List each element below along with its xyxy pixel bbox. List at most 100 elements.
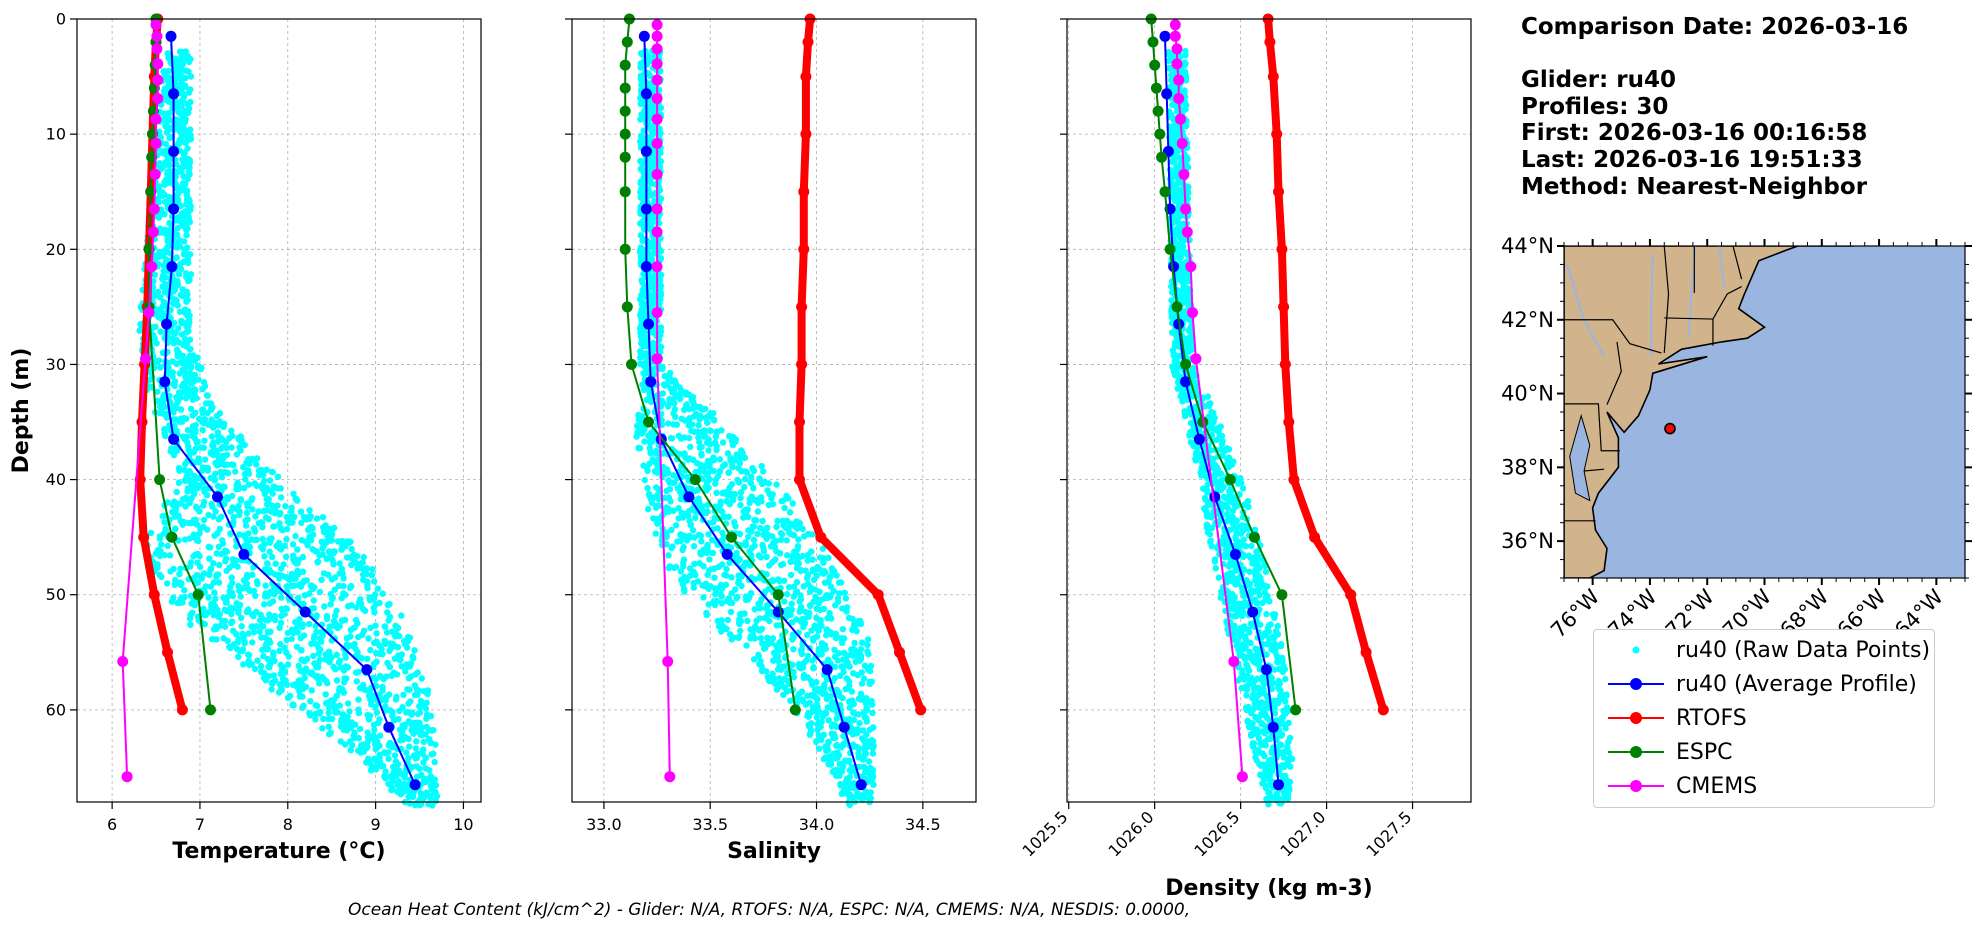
series-point	[212, 491, 223, 503]
raw-data-point	[790, 646, 797, 653]
series-point	[151, 30, 163, 42]
raw-data-point	[186, 499, 193, 507]
raw-data-point	[418, 675, 425, 682]
raw-data-point	[228, 444, 235, 451]
series-point	[621, 36, 633, 48]
raw-data-point	[378, 646, 385, 653]
raw-data-point	[698, 452, 705, 459]
raw-data-point	[364, 584, 371, 592]
raw-data-point	[157, 328, 164, 335]
raw-data-point	[259, 519, 266, 526]
raw-data-point	[709, 536, 716, 544]
raw-data-point	[235, 436, 243, 443]
raw-data-point	[290, 490, 297, 498]
raw-data-point	[836, 772, 843, 779]
series-point	[651, 58, 663, 70]
raw-data-point	[264, 645, 272, 653]
y-axis-label: Depth (m)	[9, 348, 34, 474]
raw-data-point	[396, 790, 404, 797]
raw-data-point	[178, 133, 185, 140]
raw-data-point	[155, 548, 162, 556]
raw-data-point	[227, 644, 234, 652]
raw-data-point	[307, 712, 314, 719]
raw-data-point	[331, 586, 338, 593]
series-point	[621, 301, 633, 313]
raw-data-point	[394, 781, 402, 789]
series-point	[161, 318, 173, 330]
raw-data-point	[1179, 260, 1187, 268]
raw-data-point	[217, 468, 224, 476]
raw-data-point	[181, 335, 189, 343]
raw-data-point	[809, 657, 816, 664]
raw-data-point	[372, 676, 379, 683]
series-point	[651, 307, 663, 319]
raw-data-point	[737, 627, 744, 635]
raw-data-point	[316, 680, 323, 687]
raw-data-point	[412, 671, 419, 678]
raw-data-point	[776, 647, 783, 654]
raw-data-point	[233, 543, 240, 550]
raw-data-point	[266, 548, 273, 555]
raw-data-point	[222, 599, 230, 606]
raw-data-point	[636, 445, 644, 452]
raw-data-point	[833, 572, 840, 579]
series-point	[651, 30, 663, 42]
series-point	[299, 606, 311, 618]
raw-data-cloud	[633, 47, 877, 808]
raw-data-point	[203, 492, 211, 499]
series-point	[651, 226, 663, 238]
raw-data-point	[197, 444, 204, 451]
raw-data-point	[162, 528, 169, 535]
raw-data-point	[831, 674, 838, 682]
raw-data-point	[427, 792, 434, 800]
raw-data-point	[254, 580, 261, 588]
raw-data-point	[297, 634, 304, 642]
raw-data-point	[398, 732, 406, 739]
raw-data-point	[382, 640, 389, 647]
raw-data-point	[286, 576, 293, 583]
series-point	[149, 168, 161, 180]
raw-data-point	[173, 336, 180, 343]
raw-data-point	[381, 623, 389, 630]
raw-data-point	[288, 635, 295, 643]
raw-data-point	[848, 768, 855, 775]
raw-data-point	[308, 640, 315, 647]
raw-data-point	[243, 509, 251, 517]
raw-data-point	[164, 50, 171, 57]
raw-data-point	[675, 515, 682, 522]
raw-data-point	[276, 511, 283, 518]
raw-data-point	[176, 120, 183, 127]
raw-data-point	[163, 248, 171, 256]
raw-data-point	[147, 529, 155, 537]
raw-data-point	[431, 776, 438, 783]
raw-data-point	[342, 654, 349, 661]
raw-data-point	[859, 756, 867, 763]
raw-data-point	[1186, 326, 1193, 333]
x-axis-label: Temperature (°C)	[172, 839, 385, 864]
series-point	[152, 58, 164, 70]
raw-data-point	[703, 549, 710, 556]
series-point	[205, 704, 216, 716]
raw-data-point	[299, 568, 307, 575]
raw-data-point	[160, 262, 167, 269]
raw-data-point	[1182, 106, 1189, 113]
raw-data-point	[338, 546, 345, 553]
raw-data-point	[197, 525, 204, 532]
raw-data-point	[830, 721, 837, 728]
raw-data-point	[653, 519, 661, 527]
raw-data-point	[769, 670, 776, 677]
series-point	[838, 721, 850, 733]
raw-data-point	[740, 563, 748, 570]
raw-data-point	[863, 718, 870, 725]
raw-data-point	[800, 623, 807, 631]
x-tick-label: 6	[107, 815, 117, 834]
y-tick-label: 0	[56, 10, 66, 29]
raw-data-point	[395, 656, 402, 663]
raw-data-point	[371, 726, 378, 733]
raw-data-point	[344, 700, 352, 707]
raw-data-point	[187, 563, 194, 570]
raw-data-point	[182, 395, 190, 402]
raw-data-point	[264, 560, 271, 567]
raw-data-point	[285, 653, 292, 660]
raw-data-point	[208, 416, 215, 423]
